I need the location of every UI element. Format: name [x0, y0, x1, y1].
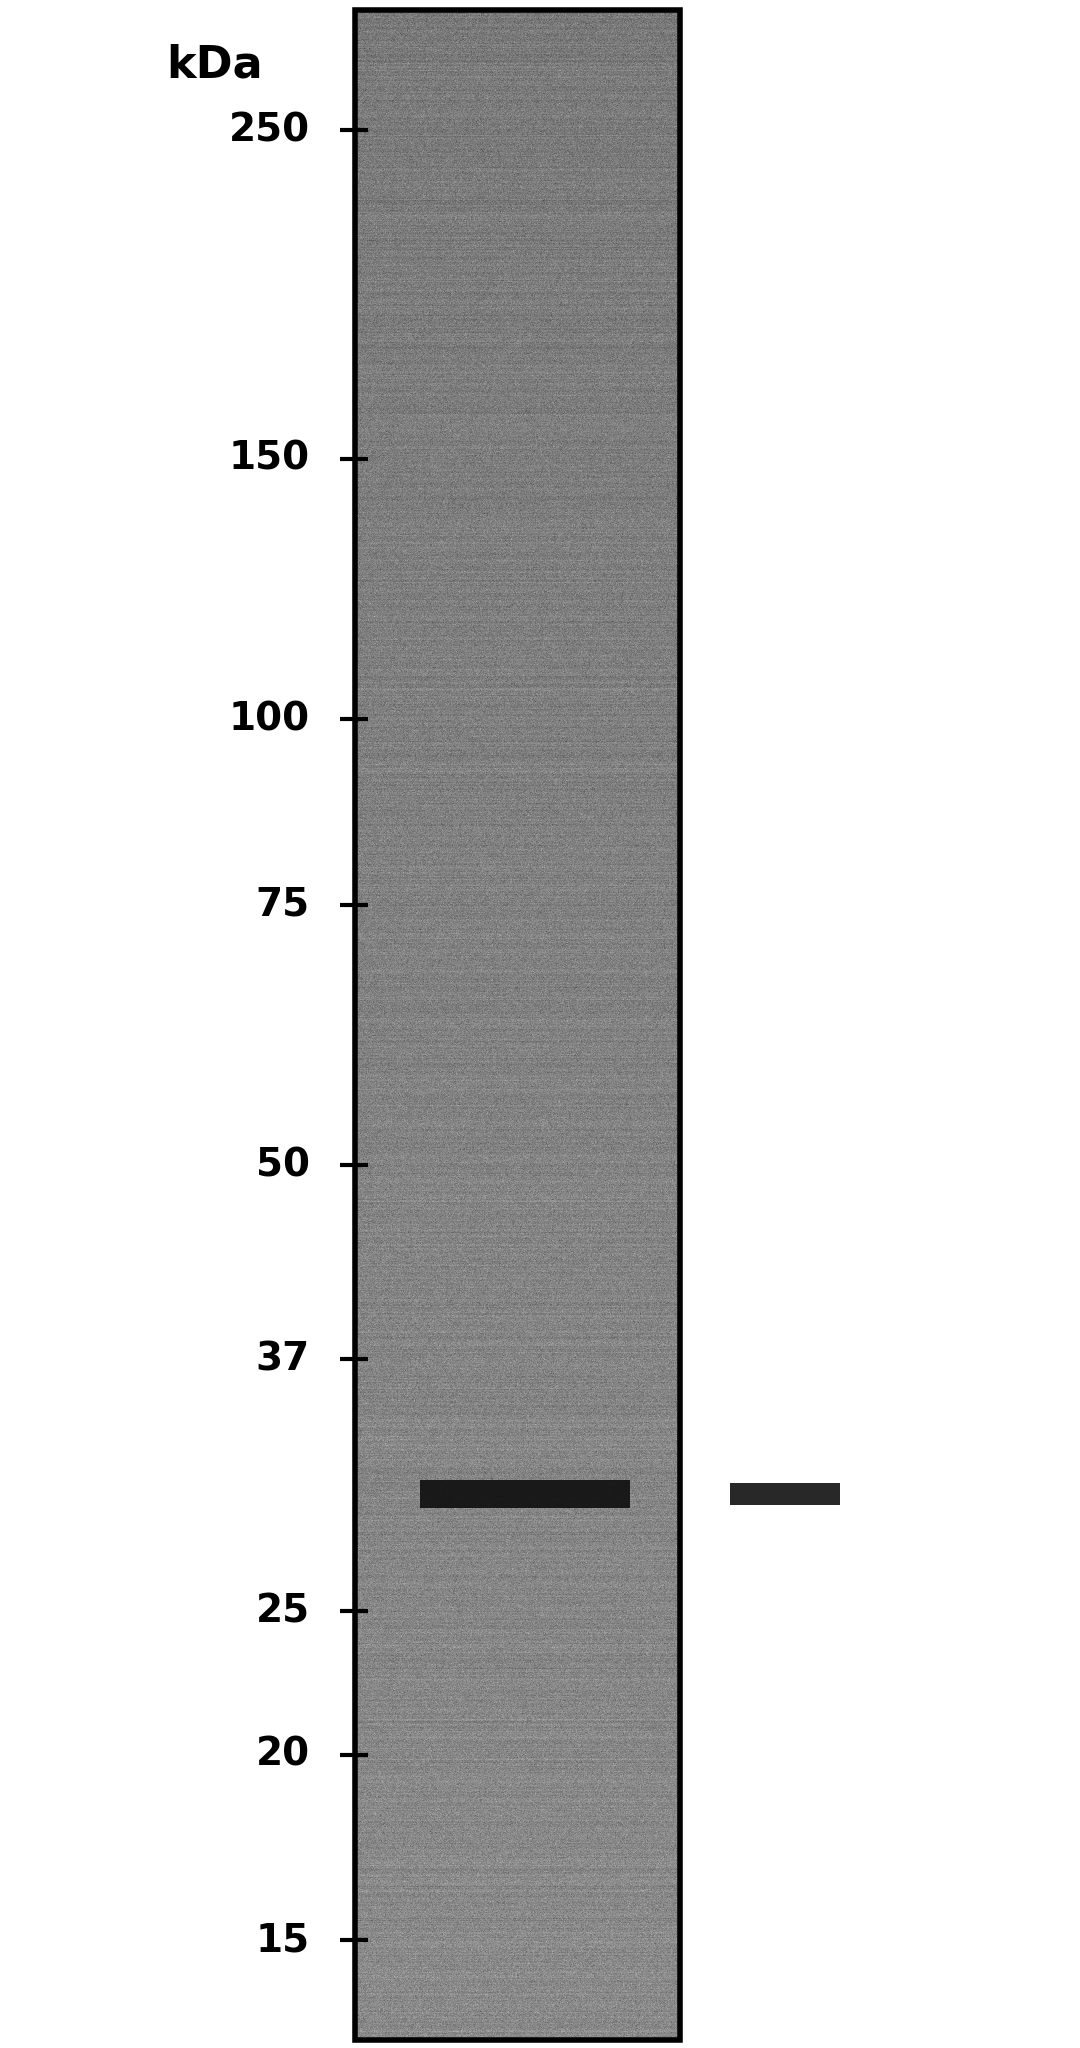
Text: 75: 75	[256, 885, 310, 924]
Text: 25: 25	[256, 1593, 310, 1630]
Text: 37: 37	[256, 1339, 310, 1378]
Text: kDa: kDa	[166, 43, 264, 86]
Bar	[355, 10, 680, 2040]
Text: 15: 15	[256, 1921, 310, 1960]
Text: 20: 20	[256, 1737, 310, 1774]
Text: 100: 100	[229, 700, 310, 739]
Text: 150: 150	[229, 440, 310, 477]
Text: 50: 50	[256, 1147, 310, 1184]
Bar	[420, 1481, 630, 1507]
Bar	[730, 1483, 840, 1505]
Text: 250: 250	[229, 111, 310, 150]
